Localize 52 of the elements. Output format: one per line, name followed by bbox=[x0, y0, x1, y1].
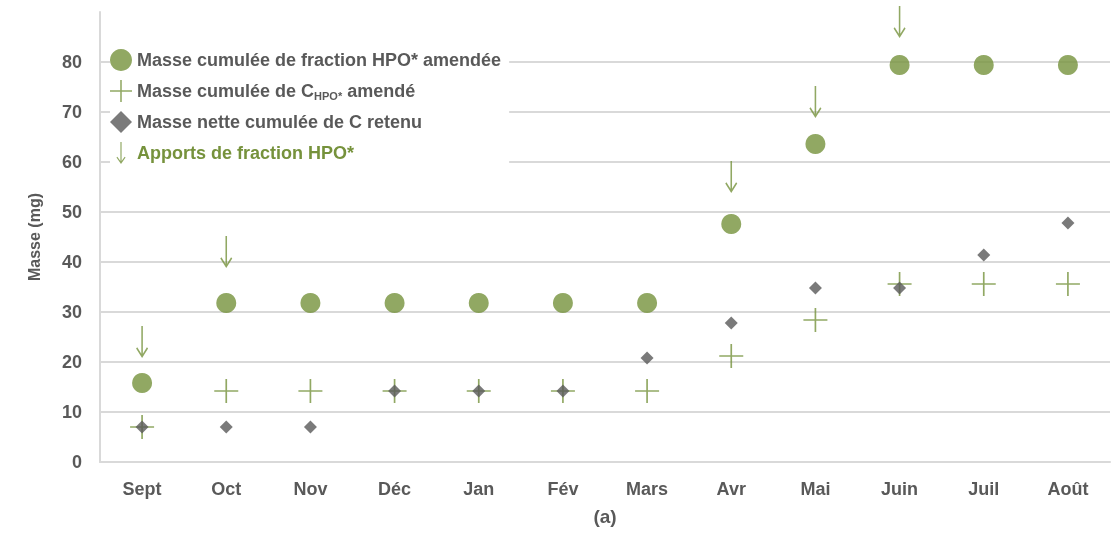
y-tick-label: 0 bbox=[71, 452, 82, 472]
point bbox=[303, 420, 317, 434]
point bbox=[973, 55, 994, 75]
point bbox=[721, 214, 742, 234]
point bbox=[1055, 272, 1080, 296]
point bbox=[724, 316, 738, 330]
x-tick-label: Juin bbox=[881, 479, 919, 499]
y-tick-label: 40 bbox=[61, 252, 82, 272]
x-tick-label: Nov bbox=[293, 479, 328, 499]
point bbox=[719, 344, 744, 368]
point bbox=[635, 379, 660, 403]
point bbox=[552, 293, 573, 313]
y-tick-label: 30 bbox=[61, 302, 82, 322]
legend-label: Masse nette cumulée de C retenu bbox=[137, 112, 423, 132]
x-tick-label: Fév bbox=[547, 479, 579, 499]
point bbox=[637, 293, 658, 313]
x-axis-title: (a) bbox=[593, 506, 617, 527]
point bbox=[977, 248, 991, 262]
point bbox=[971, 272, 996, 296]
point bbox=[300, 293, 321, 313]
y-tick-label: 10 bbox=[61, 402, 82, 422]
point bbox=[298, 379, 323, 403]
x-tick-label: Déc bbox=[378, 479, 412, 499]
x-tick-label: Oct bbox=[211, 479, 242, 499]
y-tick-label: 20 bbox=[61, 352, 82, 372]
y-tick-label: 60 bbox=[61, 152, 82, 172]
x-tick-label: Avr bbox=[716, 479, 746, 499]
point bbox=[889, 55, 910, 75]
point bbox=[640, 351, 654, 365]
point bbox=[216, 293, 237, 313]
point bbox=[808, 281, 822, 295]
x-tick-label: Août bbox=[1047, 479, 1089, 499]
point bbox=[803, 308, 828, 332]
point bbox=[384, 293, 405, 313]
point bbox=[805, 134, 826, 154]
y-tick-label: 50 bbox=[61, 202, 82, 222]
x-tick-label: Jan bbox=[463, 479, 495, 499]
y-tick-label: 70 bbox=[61, 102, 82, 122]
legend-label: Masse cumulée de fraction HPO* amendée bbox=[137, 50, 502, 70]
legend-label: Apports de fraction HPO* bbox=[137, 143, 355, 163]
point bbox=[468, 293, 489, 313]
point bbox=[219, 420, 233, 434]
x-tick-label: Mai bbox=[800, 479, 831, 499]
x-tick-label: Sept bbox=[122, 479, 162, 499]
point bbox=[1061, 216, 1075, 230]
point bbox=[132, 373, 153, 393]
y-axis-title: Masse (mg) bbox=[25, 192, 43, 282]
point bbox=[214, 379, 239, 403]
x-tick-label: Mars bbox=[626, 479, 669, 499]
x-tick-label: Juil bbox=[968, 479, 1000, 499]
point bbox=[1057, 55, 1078, 75]
y-tick-label: 80 bbox=[61, 52, 82, 72]
